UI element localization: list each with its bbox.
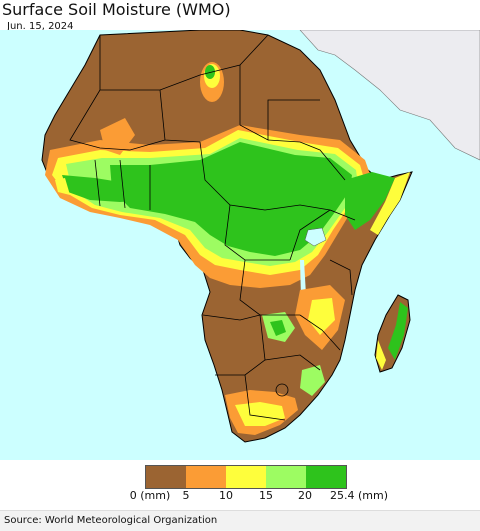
legend-swatch-15-20 bbox=[266, 466, 306, 488]
legend-label-10: 10 bbox=[219, 489, 233, 502]
legend-swatch-5-10 bbox=[186, 466, 226, 488]
source-text: Source: World Meteorological Organizatio… bbox=[4, 515, 218, 526]
zambia-core bbox=[270, 320, 286, 336]
south-coast-mid bbox=[235, 402, 285, 426]
legend-swatch-20-25 bbox=[306, 466, 346, 488]
libya-spot-wet bbox=[205, 65, 215, 79]
natal-wet bbox=[300, 365, 325, 396]
legend-label-25: 25.4 (mm) bbox=[329, 489, 389, 502]
northwest-low bbox=[100, 118, 135, 155]
source-bar: Source: World Meteorological Organizatio… bbox=[0, 510, 480, 531]
legend-swatch-10-15 bbox=[226, 466, 266, 488]
map-date: Jun. 15, 2024 bbox=[7, 21, 74, 32]
lesotho-outline bbox=[275, 383, 289, 397]
legend-label-20: 20 bbox=[298, 489, 312, 502]
arabia-landmass bbox=[299, 30, 480, 161]
country-borders bbox=[69, 34, 356, 421]
lake-tanganyika bbox=[300, 260, 306, 298]
legend-label-0: 0 (mm) bbox=[129, 489, 171, 502]
legend-label-5: 5 bbox=[182, 489, 190, 502]
madagascar-wet-east bbox=[388, 302, 408, 360]
soil-moisture-map bbox=[0, 30, 480, 460]
legend: 0 (mm) 5 10 15 20 25.4 (mm) bbox=[0, 462, 480, 502]
lake-victoria bbox=[304, 227, 327, 247]
legend-label-15: 15 bbox=[259, 489, 273, 502]
legend-swatch-0-5 bbox=[146, 466, 186, 488]
guinea-coast-mid bbox=[55, 178, 70, 195]
guinea-coast-wet bbox=[62, 175, 150, 202]
band-wet bbox=[110, 142, 352, 256]
madagascar-fringe bbox=[376, 340, 386, 370]
horn-fringe bbox=[370, 172, 410, 235]
map-title: Surface Soil Moisture (WMO) bbox=[2, 0, 231, 19]
horn-wet bbox=[345, 172, 395, 230]
mozambique-mid bbox=[308, 298, 335, 335]
legend-color-bar bbox=[145, 465, 347, 489]
